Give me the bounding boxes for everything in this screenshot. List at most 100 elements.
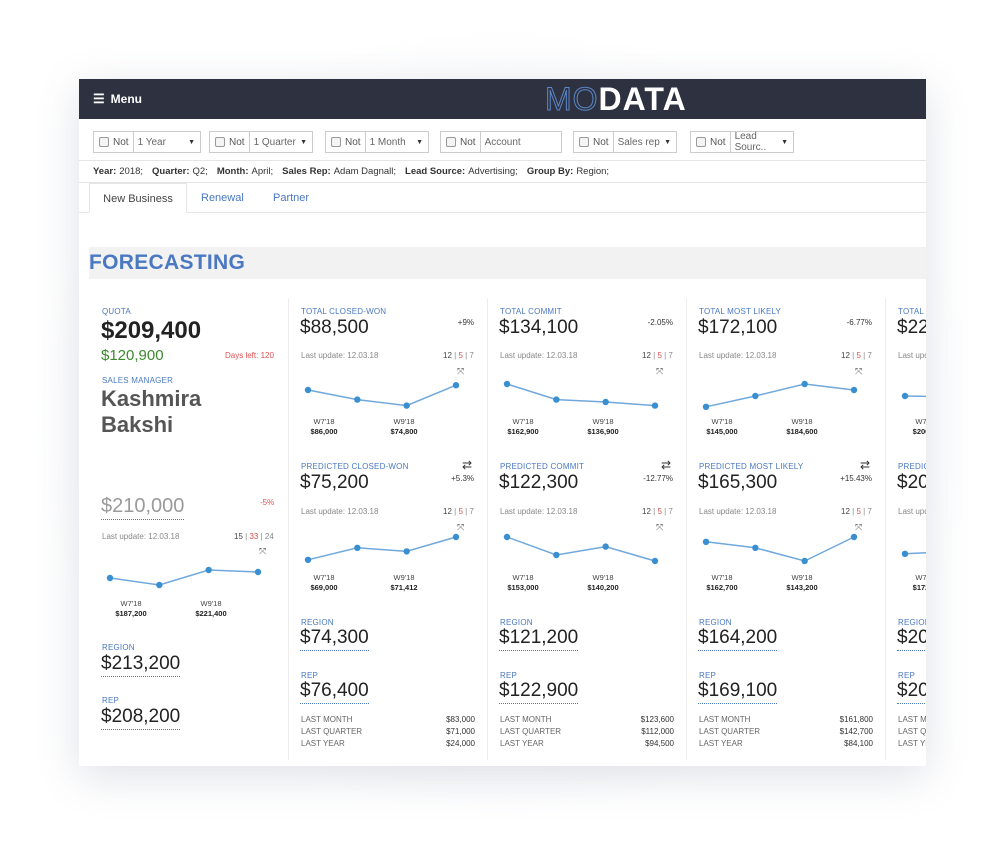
shuffle-icon[interactable]: ⇄ [860, 458, 871, 472]
total-value: $88,500 [300, 317, 369, 338]
filter-3[interactable]: Not 1 Month ▼ [325, 131, 429, 153]
chevron-down-icon[interactable]: ▼ [416, 138, 423, 146]
trend-point[interactable] [503, 380, 511, 388]
selection-summary: Year: 2018; Quarter: Q2; Month: April; Sales R… [79, 161, 926, 183]
rep-value[interactable]: $20 [897, 680, 926, 704]
filter-not-checkbox[interactable] [696, 137, 706, 147]
region-value[interactable]: $121,200 [499, 627, 579, 651]
trend-point[interactable] [403, 548, 410, 555]
tab-new-business[interactable]: New Business [89, 183, 187, 213]
history-row: LAST YEAR $84,100 [699, 738, 873, 750]
chevron-down-icon[interactable]: ▼ [664, 138, 671, 146]
trend-point[interactable] [304, 556, 312, 563]
trend-point[interactable] [901, 392, 909, 400]
trend-point[interactable] [850, 386, 858, 394]
trend-point[interactable] [452, 533, 460, 541]
rep-value[interactable]: $208,200 [101, 706, 181, 730]
expand-icon[interactable]: ⤧ [457, 366, 465, 376]
week-tick: W7'18 $69,000 [300, 573, 348, 593]
region-value[interactable]: $74,300 [300, 627, 369, 651]
trend-point[interactable] [801, 380, 808, 388]
filter-value[interactable]: 1 Year [137, 136, 166, 148]
trend-point[interactable] [106, 574, 114, 582]
region-value[interactable]: $20 [897, 627, 926, 651]
trend-point[interactable] [752, 544, 759, 551]
week-tick: W9'18 $184,600 [778, 417, 826, 437]
trend-point[interactable] [304, 386, 312, 394]
expand-icon[interactable]: ⤧ [259, 546, 267, 556]
filter-not-checkbox[interactable] [215, 137, 225, 147]
selection-value: Region; [576, 166, 610, 177]
trend-line [506, 536, 656, 562]
trend-point[interactable] [602, 543, 609, 550]
trend-point[interactable] [452, 382, 460, 389]
expand-icon[interactable]: ⤧ [855, 522, 863, 532]
filter-not-checkbox[interactable] [446, 137, 456, 147]
filter-4[interactable]: Not Account [440, 131, 562, 153]
history-list: LAST M LAST Q LAST YE [898, 714, 926, 750]
filter-2[interactable]: Not 1 Quarter ▼ [209, 131, 313, 153]
trend-point[interactable] [553, 551, 560, 559]
total-sparkline [304, 382, 460, 409]
quota-column: QUOTA $209,400 $120,900 Days left: 120 SALES… [79, 79, 926, 766]
predicted-sparkline [702, 533, 858, 565]
expand-icon[interactable]: ⤧ [457, 522, 465, 532]
rep-value[interactable]: $169,100 [698, 680, 778, 704]
filter-1[interactable]: Not 1 Year ▼ [93, 131, 201, 153]
trend-point[interactable] [651, 402, 659, 409]
filter-value[interactable]: Lead Sourc.. [734, 131, 767, 153]
region-value[interactable]: $213,200 [101, 653, 181, 677]
filter-6[interactable]: Not Lead Sourc.. ▼ [690, 131, 794, 153]
filter-value[interactable]: 1 Quarter [253, 136, 296, 148]
column-divider [288, 298, 289, 760]
trend-point[interactable] [403, 402, 410, 409]
expand-icon[interactable]: ⤧ [656, 522, 664, 532]
trend-point[interactable] [651, 557, 659, 565]
trend-point[interactable] [702, 538, 710, 545]
week-tick-label: W9'18 [393, 417, 415, 426]
chevron-down-icon[interactable]: ▼ [781, 138, 788, 146]
rep-value[interactable]: $76,400 [300, 680, 369, 704]
modata-logo[interactable]: MODATA [545, 81, 687, 118]
expand-icon[interactable]: ⤧ [855, 366, 863, 376]
week-counts: 15 | 33 | 24 [234, 532, 274, 541]
trend-point[interactable] [354, 544, 361, 551]
filter-value[interactable]: Account [484, 136, 521, 148]
filter-not-checkbox[interactable] [331, 137, 341, 147]
shuffle-icon[interactable]: ⇄ [661, 458, 672, 472]
filter-not-checkbox[interactable] [99, 137, 109, 147]
menu-button[interactable]: ☰ Menu [93, 91, 142, 107]
trend-point[interactable] [702, 403, 710, 410]
trend-point[interactable] [156, 581, 163, 589]
total-label: TOTAL B [898, 307, 926, 316]
trend-point[interactable] [801, 557, 808, 565]
trend-point[interactable] [850, 533, 858, 541]
trend-point[interactable] [901, 550, 909, 557]
filter-5[interactable]: Not Sales rep ▼ [573, 131, 677, 153]
shuffle-icon[interactable]: ⇄ [462, 458, 473, 472]
predicted-value: $165,300 [698, 472, 778, 493]
week-tick-label: W7'18 [512, 573, 534, 582]
days-left: Days left: 120 [225, 351, 274, 360]
forecast-value[interactable]: $210,000 [101, 495, 185, 520]
filter-value[interactable]: Sales rep [617, 136, 660, 148]
chevron-down-icon[interactable]: ▼ [300, 138, 307, 146]
trend-point[interactable] [354, 396, 361, 403]
tab-renewal[interactable]: Renewal [201, 192, 244, 204]
trend-point[interactable] [752, 392, 759, 400]
trend-point[interactable] [503, 533, 511, 541]
filter-value[interactable]: 1 Month [369, 136, 406, 148]
region-value[interactable]: $164,200 [698, 627, 778, 651]
filter-not-checkbox[interactable] [579, 137, 589, 147]
rep-value[interactable]: $122,900 [499, 680, 579, 704]
total-pct: +9% [457, 318, 474, 327]
trend-point[interactable] [254, 568, 262, 576]
trend-point[interactable] [553, 396, 560, 403]
week-tick-value: $187,200 [115, 609, 147, 618]
tab-partner[interactable]: Partner [273, 192, 310, 204]
trend-point[interactable] [205, 566, 212, 574]
expand-icon[interactable]: ⤧ [656, 366, 664, 376]
trend-point[interactable] [602, 398, 609, 406]
chevron-down-icon[interactable]: ▼ [188, 138, 195, 146]
week-tick-value: $136,900 [587, 427, 619, 436]
